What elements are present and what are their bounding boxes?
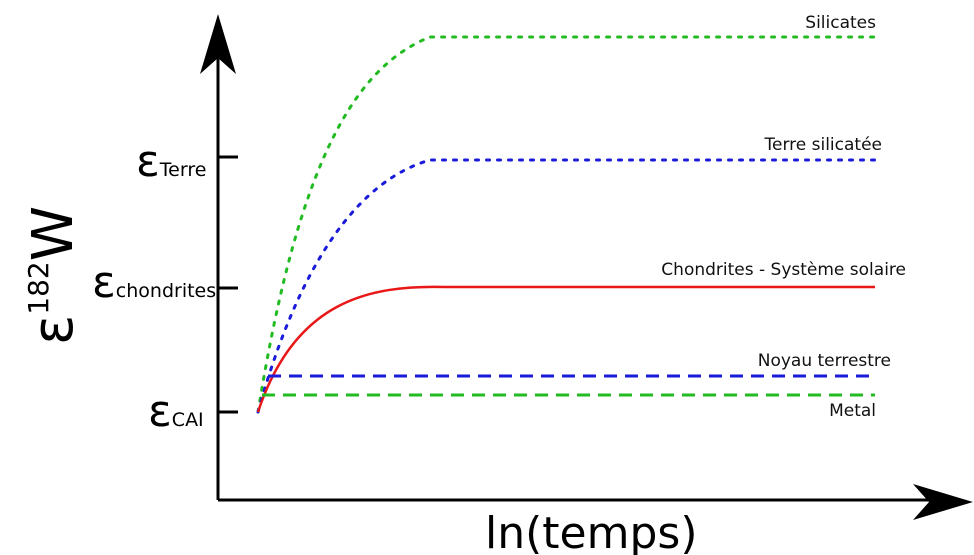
tick-label-cai: εCAI — [148, 386, 204, 437]
x-axis-arrow-icon — [913, 484, 973, 520]
label-metal: Metal — [829, 401, 876, 421]
x-axis-label: ln(temps) — [485, 508, 697, 555]
tick-label-terre: εTerre — [136, 136, 206, 187]
curve-chondrites — [256, 285, 875, 413]
y-axis-label: ε182W — [21, 206, 86, 345]
curve-terre-silicatee — [256, 158, 877, 414]
curve-silicates — [256, 35, 877, 414]
label-terre-silicatee: Terre silicatée — [764, 135, 883, 155]
label-noyau-terrestre: Noyau terrestre — [758, 351, 891, 371]
label-silicates: Silicates — [805, 13, 876, 33]
y-axis-arrow-icon — [200, 14, 236, 74]
tick-label-chondrites: εchondrites — [92, 257, 216, 308]
label-chondrites: Chondrites - Système solaire — [661, 260, 906, 280]
